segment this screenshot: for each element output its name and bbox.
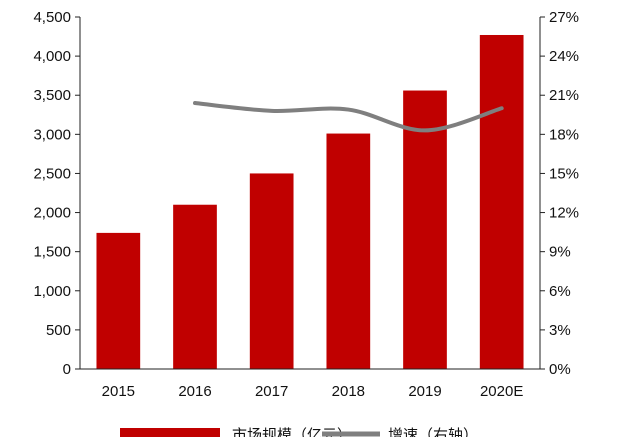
right-tick-label: 9% bbox=[549, 244, 571, 261]
axes bbox=[79, 17, 541, 370]
left-tick-label: 2,000 bbox=[33, 205, 71, 222]
bar-2018 bbox=[326, 133, 371, 369]
x-tick-label: 2020E bbox=[480, 383, 523, 400]
left-tick-label: 0 bbox=[63, 361, 71, 378]
right-tick-label: 18% bbox=[549, 126, 579, 143]
right-tick-label: 21% bbox=[549, 87, 579, 104]
bar-series bbox=[96, 34, 524, 370]
left-tick-label: 3,000 bbox=[33, 126, 71, 143]
bar-2019 bbox=[403, 90, 447, 369]
x-tick-label: 2016 bbox=[178, 383, 211, 400]
left-tick-label: 1,500 bbox=[33, 244, 71, 261]
right-axis-ticks: 0% 3% 6% 9% 12% 15% 18% 21% 24% 27% bbox=[540, 9, 579, 378]
x-tick-label: 2019 bbox=[408, 383, 441, 400]
growth-line bbox=[193, 101, 504, 133]
x-tick-label: 2017 bbox=[255, 383, 288, 400]
left-tick-label: 1,000 bbox=[33, 283, 71, 300]
left-tick-label: 500 bbox=[46, 322, 71, 339]
right-tick-label: 12% bbox=[549, 205, 579, 222]
right-tick-label: 6% bbox=[549, 283, 571, 300]
legend-swatch-bar bbox=[120, 428, 220, 437]
x-tick-label: 2018 bbox=[332, 383, 365, 400]
x-axis-ticks: 2015 2016 2017 2018 2019 2020E bbox=[102, 383, 524, 400]
bar-2016 bbox=[173, 204, 217, 369]
right-tick-label: 27% bbox=[549, 9, 579, 26]
legend-label-line: 增速（右轴） bbox=[388, 426, 478, 437]
legend: 市场规模（亿元） 增速（右轴） bbox=[120, 426, 478, 437]
legend-label-bar: 市场规模（亿元） bbox=[232, 426, 352, 437]
bar-2020E bbox=[479, 34, 524, 370]
right-tick-label: 0% bbox=[549, 361, 571, 378]
bar-2017 bbox=[249, 173, 294, 369]
left-tick-label: 2,500 bbox=[33, 165, 71, 182]
line-series bbox=[193, 101, 504, 133]
right-tick-label: 3% bbox=[549, 322, 571, 339]
bar-2015 bbox=[96, 232, 141, 369]
left-tick-label: 3,500 bbox=[33, 87, 71, 104]
left-axis-ticks: 0 500 1,000 1,500 2,000 2,500 3,000 3,500 4,000 4… bbox=[33, 9, 80, 378]
left-tick-label: 4,000 bbox=[33, 48, 71, 65]
right-tick-label: 24% bbox=[549, 48, 579, 65]
right-tick-label: 15% bbox=[549, 165, 579, 182]
x-tick-label: 2015 bbox=[102, 383, 135, 400]
left-tick-label: 4,500 bbox=[33, 9, 71, 26]
